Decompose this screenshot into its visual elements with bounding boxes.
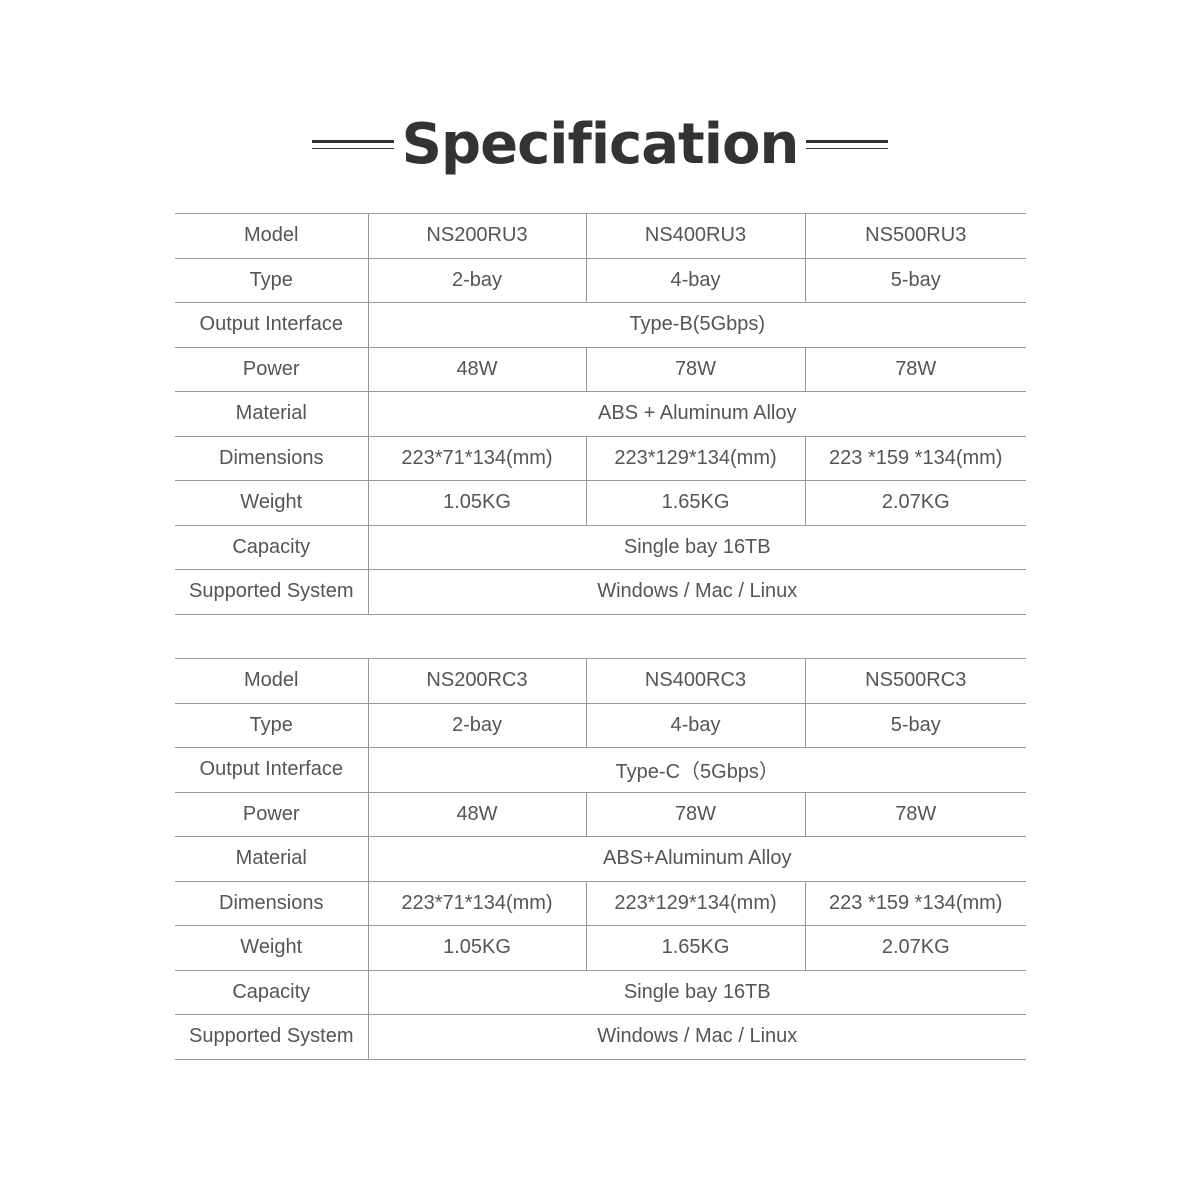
row-label: Weight — [175, 925, 368, 971]
row-label: Supported System — [175, 1014, 368, 1060]
table-row: Capacity Single bay 16TB — [175, 969, 1026, 1015]
table-row: Capacity Single bay 16TB — [175, 524, 1026, 570]
table-cell: 78W — [804, 791, 1026, 837]
table-row: Supported System Windows / Mac / Linux — [175, 569, 1026, 615]
table-cell: NS500RU3 — [804, 213, 1026, 259]
row-label: Output Interface — [175, 302, 368, 348]
row-label: Weight — [175, 480, 368, 526]
row-label: Type — [175, 257, 368, 303]
table-cell: 1.65KG — [585, 480, 805, 526]
table-cell: 4-bay — [585, 257, 805, 303]
table-cell: NS200RC3 — [367, 658, 586, 704]
row-label: Capacity — [175, 524, 368, 570]
table-row: Output Interface Type-B(5Gbps) — [175, 302, 1026, 348]
table-cell: 78W — [804, 346, 1026, 392]
table-row: Material ABS + Aluminum Alloy — [175, 391, 1026, 437]
title-decoration-right — [806, 139, 889, 150]
table-cell: ABS + Aluminum Alloy — [367, 391, 1026, 437]
table-cell: ABS+Aluminum Alloy — [367, 836, 1026, 882]
table-cell: Single bay 16TB — [367, 524, 1026, 570]
row-label: Supported System — [175, 569, 368, 615]
table-cell: Windows / Mac / Linux — [367, 569, 1026, 615]
row-label: Model — [175, 658, 368, 704]
spec-table-rc3: Model NS200RC3 NS400RC3 NS500RC3 Type 2-bay 4-… — [175, 658, 1026, 1060]
row-label: Dimensions — [175, 880, 368, 926]
table-row: Weight 1.05KG 1.65KG 2.07KG — [175, 480, 1026, 526]
table-row: Output Interface Type-C（5Gbps） — [175, 747, 1026, 793]
table-cell: 223*71*134(mm) — [367, 435, 586, 481]
row-label: Power — [175, 791, 368, 837]
spec-table-ru3: Model NS200RU3 NS400RU3 NS500RU3 Type 2-bay 4-… — [175, 213, 1026, 615]
table-cell: 48W — [367, 791, 586, 837]
row-label: Output Interface — [175, 747, 368, 793]
table-cell: 1.05KG — [367, 480, 586, 526]
table-cell: 223*129*134(mm) — [585, 435, 805, 481]
page-title: Specification — [401, 112, 800, 177]
table-cell: 2-bay — [367, 257, 586, 303]
table-cell: 4-bay — [585, 702, 805, 748]
table-cell: Single bay 16TB — [367, 969, 1026, 1015]
row-label: Material — [175, 391, 368, 437]
table-row: Supported System Windows / Mac / Linux — [175, 1014, 1026, 1060]
table-cell: 2.07KG — [804, 925, 1026, 971]
table-cell: 223*71*134(mm) — [367, 880, 586, 926]
table-cell: NS500RC3 — [804, 658, 1026, 704]
table-cell: Type-C（5Gbps） — [367, 747, 1026, 793]
row-label: Dimensions — [175, 435, 368, 481]
row-label: Material — [175, 836, 368, 882]
table-row: Material ABS+Aluminum Alloy — [175, 836, 1026, 882]
table-row: Weight 1.05KG 1.65KG 2.07KG — [175, 925, 1026, 971]
table-cell: 5-bay — [804, 257, 1026, 303]
row-label: Power — [175, 346, 368, 392]
table-cell: 2-bay — [367, 702, 586, 748]
table-cell: 223 *159 *134(mm) — [804, 435, 1026, 481]
table-cell: Type-B(5Gbps) — [367, 302, 1026, 348]
table-cell: NS200RU3 — [367, 213, 586, 259]
table-cell: 78W — [585, 791, 805, 837]
table-cell: NS400RC3 — [585, 658, 805, 704]
table-row: Power 48W 78W 78W — [175, 791, 1026, 837]
table-row: Dimensions 223*71*134(mm) 223*129*134(mm) 2… — [175, 435, 1026, 481]
table-cell: 223 *159 *134(mm) — [804, 880, 1026, 926]
table-row: Type 2-bay 4-bay 5-bay — [175, 702, 1026, 748]
table-row: Dimensions 223*71*134(mm) 223*129*134(mm) 2… — [175, 880, 1026, 926]
table-cell: Windows / Mac / Linux — [367, 1014, 1026, 1060]
row-label: Capacity — [175, 969, 368, 1015]
table-cell: NS400RU3 — [585, 213, 805, 259]
table-row: Model NS200RC3 NS400RC3 NS500RC3 — [175, 658, 1026, 704]
page-header: Specification — [0, 112, 1200, 177]
row-label: Type — [175, 702, 368, 748]
table-cell: 48W — [367, 346, 586, 392]
table-cell: 223*129*134(mm) — [585, 880, 805, 926]
row-label: Model — [175, 213, 368, 259]
table-row: Power 48W 78W 78W — [175, 346, 1026, 392]
table-cell: 78W — [585, 346, 805, 392]
table-cell: 5-bay — [804, 702, 1026, 748]
table-cell: 2.07KG — [804, 480, 1026, 526]
table-cell: 1.05KG — [367, 925, 586, 971]
table-row: Type 2-bay 4-bay 5-bay — [175, 257, 1026, 303]
table-row: Model NS200RU3 NS400RU3 NS500RU3 — [175, 213, 1026, 259]
table-cell: 1.65KG — [585, 925, 805, 971]
title-decoration-left — [311, 139, 394, 150]
